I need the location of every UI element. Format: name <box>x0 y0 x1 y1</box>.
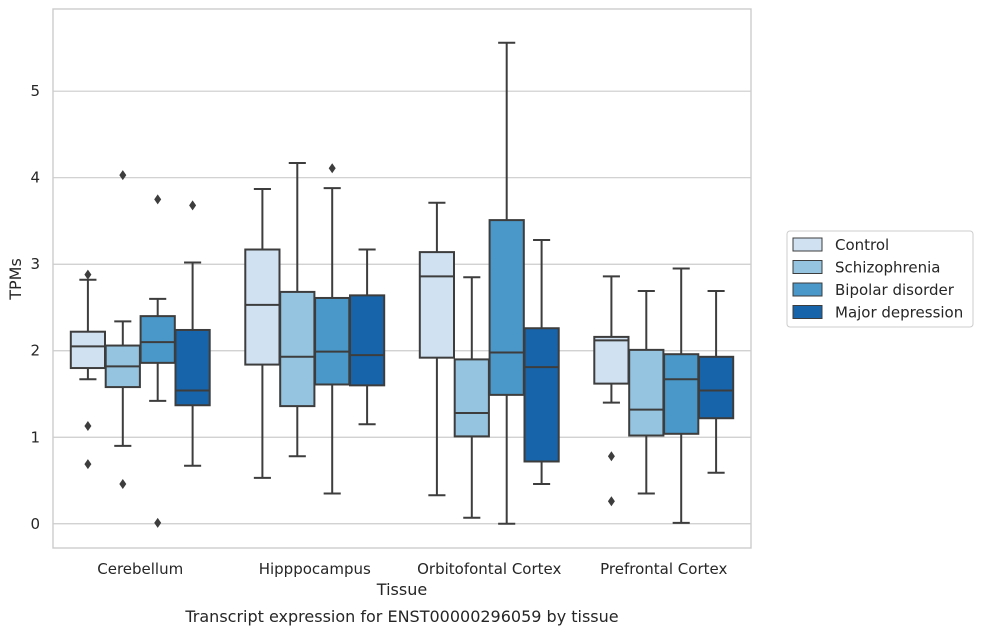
box-major-depression <box>697 290 735 474</box>
x-tick-label: Cerebellum <box>97 560 183 578</box>
box-iqr <box>593 335 630 385</box>
box-bipolar-disorder <box>314 163 351 495</box>
y-tick-label: 3 <box>30 255 40 273</box>
x-tick-labels: Cerebellum Hipppocampus Orbitofontal Corte… <box>97 560 727 578</box>
boxes-layer <box>69 41 735 528</box>
y-tick-label: 4 <box>30 169 40 187</box>
y-axis-title: TPMs <box>6 258 25 301</box>
legend-label: Schizophrenia <box>835 259 940 277</box>
y-tick-label: 2 <box>30 342 40 360</box>
box-bipolar-disorder <box>488 41 525 525</box>
outlier-point <box>189 200 197 211</box>
outlier-point <box>154 517 162 528</box>
legend-swatch <box>792 305 823 319</box>
box-iqr <box>244 248 281 366</box>
box-control <box>244 187 281 479</box>
outlier-point <box>119 478 127 489</box>
outlier-point <box>84 459 92 470</box>
box-schizophrenia <box>104 170 141 489</box>
box-schizophrenia <box>453 276 490 519</box>
y-tick-label: 0 <box>30 515 40 533</box>
outlier-point <box>328 163 336 174</box>
box-iqr <box>488 219 525 396</box>
x-axis-title: Tissue <box>376 580 427 599</box>
y-tick-label: 5 <box>30 82 40 100</box>
legend-label: Bipolar disorder <box>835 281 955 299</box>
box-iqr <box>139 315 176 364</box>
box-major-depression <box>348 248 386 426</box>
outlier-point <box>154 194 162 205</box>
y-tick-labels: 0 1 2 3 4 5 <box>30 82 40 533</box>
outlier-point <box>84 269 92 280</box>
box-iqr <box>418 251 456 359</box>
x-tick-label: Hipppocampus <box>259 560 371 578</box>
outlier-point <box>607 496 615 507</box>
chart-caption: Transcript expression for ENST0000029605… <box>184 607 618 626</box>
legend-frame <box>786 230 974 328</box>
box-iqr <box>314 296 351 386</box>
legend-swatch <box>792 282 823 297</box>
box-iqr <box>663 353 700 435</box>
y-tick-label: 1 <box>30 428 40 446</box>
box-control <box>69 269 107 470</box>
box-control <box>418 201 456 497</box>
x-tick-label: Prefrontal Cortex <box>600 560 727 578</box>
legend-swatch <box>792 237 823 252</box>
box-iqr <box>453 358 490 438</box>
box-iqr <box>628 348 665 437</box>
box-bipolar-disorder <box>663 267 700 524</box>
box-schizophrenia <box>279 162 316 458</box>
box-iqr <box>697 355 735 420</box>
box-iqr <box>348 294 386 387</box>
box-schizophrenia <box>628 290 665 495</box>
legend: Control Schizophrenia Bipolar disorder Majo… <box>786 230 974 328</box>
box-control <box>593 275 630 507</box>
legend-label: Major depression <box>835 304 963 322</box>
outlier-point <box>607 451 615 462</box>
plot-area <box>52 8 752 549</box>
box-iqr <box>174 328 211 407</box>
box-major-depression <box>523 239 560 485</box>
box-bipolar-disorder <box>139 194 176 528</box>
box-iqr <box>279 290 316 408</box>
legend-swatch <box>792 260 823 274</box>
box-iqr <box>523 327 560 463</box>
x-tick-label: Orbitofontal Cortex <box>417 560 561 578</box>
legend-label: Control <box>835 236 889 254</box>
outlier-point <box>119 170 127 181</box>
box-iqr <box>69 330 107 370</box>
outlier-point <box>84 421 92 432</box>
box-major-depression <box>174 200 211 467</box>
